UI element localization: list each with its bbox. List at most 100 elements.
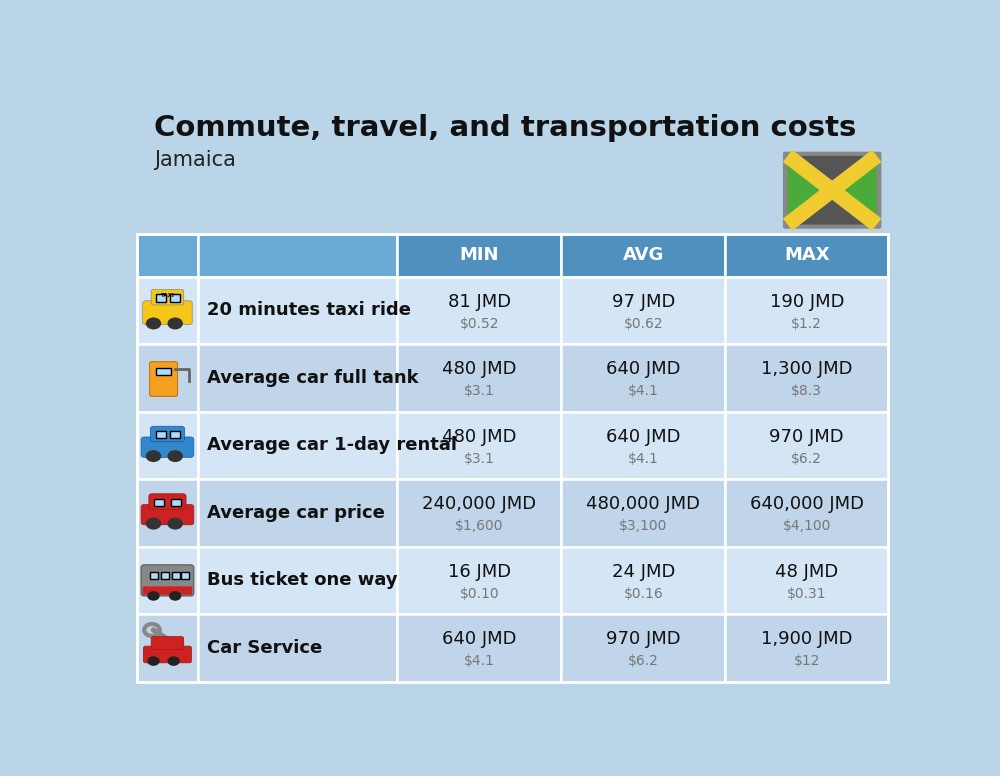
Circle shape [146, 450, 161, 462]
Text: 20 minutes taxi ride: 20 minutes taxi ride [207, 301, 411, 319]
Text: 240,000 JMD: 240,000 JMD [422, 495, 536, 513]
Text: $0.31: $0.31 [787, 587, 827, 601]
Text: 1,300 JMD: 1,300 JMD [761, 360, 853, 378]
Text: Car Service: Car Service [207, 639, 323, 657]
FancyBboxPatch shape [397, 479, 561, 546]
Text: $0.62: $0.62 [623, 317, 663, 331]
FancyBboxPatch shape [151, 289, 184, 305]
FancyBboxPatch shape [170, 293, 180, 302]
FancyBboxPatch shape [397, 234, 561, 276]
FancyBboxPatch shape [161, 572, 169, 579]
Text: 1,900 JMD: 1,900 JMD [761, 630, 853, 648]
FancyBboxPatch shape [141, 504, 194, 525]
Text: $4,100: $4,100 [783, 519, 831, 533]
Circle shape [169, 591, 181, 601]
FancyBboxPatch shape [198, 344, 397, 411]
FancyBboxPatch shape [397, 344, 561, 411]
Text: 640 JMD: 640 JMD [606, 428, 681, 445]
FancyBboxPatch shape [198, 614, 397, 681]
FancyBboxPatch shape [170, 431, 180, 438]
Text: Average car 1-day rental: Average car 1-day rental [207, 436, 457, 455]
Text: $3,100: $3,100 [619, 519, 667, 533]
FancyBboxPatch shape [561, 234, 725, 276]
FancyBboxPatch shape [561, 614, 725, 681]
Text: $0.52: $0.52 [460, 317, 499, 331]
Text: 970 JMD: 970 JMD [606, 630, 681, 648]
Text: 640,000 JMD: 640,000 JMD [750, 495, 864, 513]
Text: 97 JMD: 97 JMD [612, 293, 675, 310]
FancyBboxPatch shape [137, 344, 198, 411]
FancyBboxPatch shape [154, 498, 164, 506]
Text: 16 JMD: 16 JMD [448, 563, 511, 580]
Text: 190 JMD: 190 JMD [770, 293, 844, 310]
FancyBboxPatch shape [725, 546, 888, 614]
Text: MIN: MIN [460, 246, 499, 264]
Text: MAX: MAX [784, 246, 830, 264]
FancyBboxPatch shape [150, 572, 158, 579]
FancyBboxPatch shape [172, 572, 180, 579]
Text: $1,600: $1,600 [455, 519, 504, 533]
Text: Jamaica: Jamaica [154, 150, 236, 170]
FancyBboxPatch shape [198, 276, 397, 344]
Text: Average car full tank: Average car full tank [207, 369, 419, 387]
Text: 640 JMD: 640 JMD [606, 360, 681, 378]
FancyBboxPatch shape [156, 293, 166, 302]
FancyBboxPatch shape [397, 411, 561, 479]
FancyBboxPatch shape [141, 565, 194, 596]
Circle shape [167, 656, 180, 666]
Text: 480 JMD: 480 JMD [442, 360, 517, 378]
FancyBboxPatch shape [198, 411, 397, 479]
FancyBboxPatch shape [561, 479, 725, 546]
FancyBboxPatch shape [150, 426, 184, 442]
Text: $0.10: $0.10 [460, 587, 499, 601]
FancyBboxPatch shape [156, 368, 171, 375]
Text: $3.1: $3.1 [464, 384, 495, 398]
Text: $4.1: $4.1 [628, 452, 659, 466]
FancyBboxPatch shape [143, 646, 191, 663]
Text: Average car price: Average car price [207, 504, 385, 522]
Circle shape [167, 518, 183, 529]
Text: TAXI: TAXI [161, 293, 174, 299]
Circle shape [146, 317, 161, 330]
Text: 48 JMD: 48 JMD [775, 563, 838, 580]
Text: Bus ticket one way: Bus ticket one way [207, 571, 398, 590]
FancyBboxPatch shape [156, 431, 166, 438]
Text: $8.3: $8.3 [791, 384, 822, 398]
Text: 970 JMD: 970 JMD [769, 428, 844, 445]
FancyBboxPatch shape [141, 437, 194, 457]
Text: $1.2: $1.2 [791, 317, 822, 331]
FancyBboxPatch shape [181, 572, 189, 579]
FancyBboxPatch shape [561, 344, 725, 411]
Text: 24 JMD: 24 JMD [612, 563, 675, 580]
FancyBboxPatch shape [143, 587, 192, 594]
Text: 480,000 JMD: 480,000 JMD [586, 495, 700, 513]
FancyBboxPatch shape [397, 546, 561, 614]
FancyBboxPatch shape [725, 276, 888, 344]
FancyBboxPatch shape [143, 301, 192, 324]
Text: Commute, travel, and transportation costs: Commute, travel, and transportation cost… [154, 114, 857, 142]
Text: $6.2: $6.2 [628, 654, 659, 668]
Circle shape [147, 591, 160, 601]
Text: $4.1: $4.1 [628, 384, 659, 398]
Circle shape [147, 656, 160, 666]
Polygon shape [788, 156, 877, 190]
FancyBboxPatch shape [397, 276, 561, 344]
FancyBboxPatch shape [397, 614, 561, 681]
Text: $3.1: $3.1 [464, 452, 495, 466]
FancyBboxPatch shape [137, 411, 198, 479]
FancyBboxPatch shape [198, 546, 397, 614]
FancyBboxPatch shape [725, 479, 888, 546]
Text: 640 JMD: 640 JMD [442, 630, 517, 648]
Polygon shape [832, 156, 877, 224]
FancyBboxPatch shape [561, 546, 725, 614]
Text: $6.2: $6.2 [791, 452, 822, 466]
Circle shape [167, 317, 183, 330]
FancyBboxPatch shape [725, 234, 888, 276]
FancyBboxPatch shape [150, 362, 178, 397]
FancyBboxPatch shape [725, 411, 888, 479]
FancyBboxPatch shape [725, 344, 888, 411]
FancyBboxPatch shape [198, 479, 397, 546]
FancyBboxPatch shape [783, 151, 881, 229]
FancyBboxPatch shape [137, 234, 198, 276]
Text: AVG: AVG [623, 246, 664, 264]
